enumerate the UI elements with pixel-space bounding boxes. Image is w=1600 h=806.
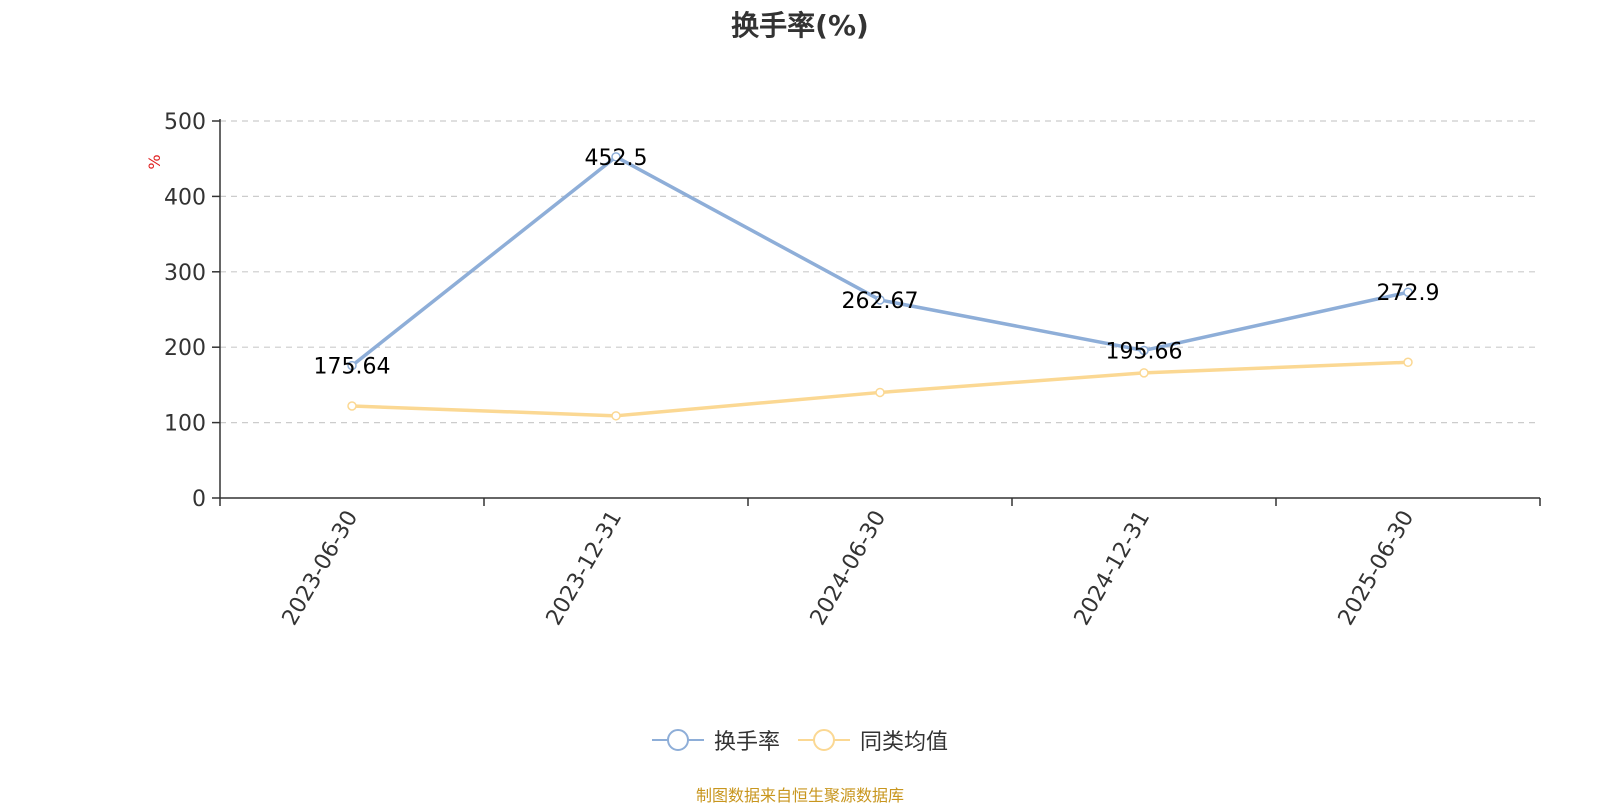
data-point	[347, 360, 357, 371]
y-tick-label: 500	[164, 110, 206, 135]
series-layer: 175.64 452.5 262.67 195.66 272.9	[314, 146, 1440, 421]
series-peer-average	[347, 357, 1413, 421]
data-point	[1403, 357, 1413, 368]
data-point	[347, 401, 357, 411]
legend-swatch-turnover	[651, 729, 704, 751]
data-label: 452.5	[585, 146, 648, 171]
legend-item-peer-average[interactable]: 同类均值	[798, 724, 948, 756]
chart-title: 换手率(%)	[731, 9, 869, 42]
data-label: 262.67	[842, 289, 919, 314]
data-label: 272.9	[1377, 281, 1440, 306]
x-tick-label: 2023-06-30	[278, 507, 364, 630]
y-tick-label: 300	[164, 261, 206, 286]
data-point	[611, 411, 621, 421]
y-tick-label: 100	[164, 412, 206, 437]
x-tick-label: 2023-12-31	[542, 507, 628, 630]
series-turnover: 175.64 452.5 262.67 195.66 272.9	[314, 146, 1440, 380]
data-point	[875, 295, 885, 305]
axes	[219, 119, 1540, 499]
data-label: 175.64	[314, 355, 391, 380]
y-tick-label: 0	[192, 487, 206, 512]
grid-lines	[220, 120, 1540, 424]
y-tick-label: 200	[164, 336, 206, 361]
x-tick-label: 2024-06-30	[806, 507, 892, 630]
data-point	[611, 152, 621, 162]
y-tick-label: 400	[164, 185, 206, 210]
x-tick-label: 2024-12-31	[1070, 507, 1156, 630]
source-note: 制图数据来自恒生聚源数据库	[695, 786, 904, 805]
legend-swatch-peer-average	[798, 729, 850, 751]
data-point	[1139, 345, 1149, 356]
legend-label-peer-average: 同类均值	[860, 730, 949, 755]
legend: 换手率 同类均值	[0, 724, 1600, 756]
y-axis-label: %	[145, 154, 164, 169]
legend-label-turnover: 换手率	[713, 730, 780, 755]
x-tick-label: 2025-06-30	[1334, 507, 1420, 630]
series-line	[350, 155, 1409, 367]
data-point	[1139, 368, 1149, 378]
x-axis-ticks: 2023-06-30 2023-12-31 2024-06-30 2024-12-31…	[219, 498, 1541, 630]
data-point	[875, 387, 885, 398]
data-point	[1403, 287, 1413, 297]
data-label: 195.66	[1106, 339, 1183, 364]
y-axis-ticks: 0 100 200 300 400 500	[164, 110, 220, 512]
legend-item-turnover[interactable]: 换手率	[651, 724, 780, 756]
